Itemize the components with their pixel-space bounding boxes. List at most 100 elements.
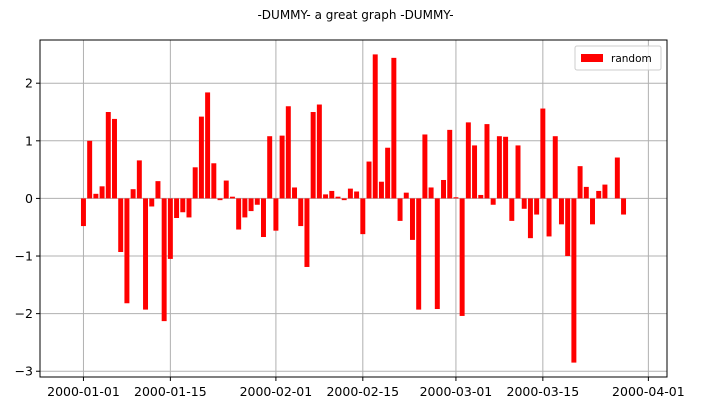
bar [80, 198, 86, 227]
bar [167, 198, 173, 259]
bar [472, 145, 478, 199]
bar [236, 198, 242, 230]
y-tick-label: −3 [15, 364, 33, 379]
bar [192, 167, 198, 199]
bar [621, 198, 627, 215]
bar [546, 198, 552, 237]
bar [403, 192, 409, 199]
bar [149, 198, 155, 207]
bar [366, 161, 372, 199]
bar [161, 198, 167, 322]
x-tick-label: 2000-04-01 [612, 384, 685, 399]
bar [571, 198, 577, 363]
bar [534, 198, 540, 215]
bar [285, 106, 291, 199]
bar [279, 135, 285, 199]
legend: random [574, 45, 662, 71]
bar [453, 197, 459, 199]
x-tick-label: 2000-02-15 [326, 384, 399, 399]
bar [180, 198, 186, 213]
bar [540, 108, 546, 199]
bar [136, 160, 142, 199]
bar [298, 198, 304, 227]
bar [155, 181, 161, 199]
bar [99, 186, 105, 199]
x-tick-label: 2000-02-01 [240, 384, 313, 399]
bar [378, 181, 384, 199]
bar [596, 190, 602, 199]
bar [341, 198, 347, 201]
y-tick-label: −1 [15, 249, 33, 264]
bar [124, 198, 130, 304]
bar [248, 198, 254, 212]
bar [372, 54, 378, 199]
bar [484, 124, 490, 199]
bar [229, 196, 235, 199]
bar [254, 198, 260, 205]
legend-label-random: random [611, 53, 652, 65]
bar [602, 184, 608, 199]
bar [558, 198, 564, 225]
bar [385, 147, 391, 199]
bar [329, 190, 335, 199]
bar [174, 198, 180, 219]
bar [316, 104, 322, 199]
bar [292, 187, 298, 199]
bar [347, 188, 353, 199]
bar [447, 129, 453, 199]
bar [205, 92, 211, 199]
x-tick-label: 2000-03-15 [507, 384, 580, 399]
bar [323, 194, 329, 199]
bar [509, 198, 515, 221]
bar [267, 136, 273, 199]
bar [354, 191, 360, 199]
x-tick-label: 2000-03-01 [420, 384, 493, 399]
bar [565, 198, 571, 257]
bar [93, 193, 99, 199]
bar [391, 57, 397, 199]
y-tick-label: 0 [25, 191, 33, 206]
bar [583, 186, 589, 199]
bar [87, 140, 93, 199]
bar [490, 198, 496, 205]
x-axis: 2000-01-01 2000-01-15 2000-02-01 2000-02-15… [47, 377, 685, 399]
bar [552, 136, 558, 199]
bar [496, 136, 502, 199]
bar [186, 198, 192, 218]
bar [521, 198, 527, 209]
bar [515, 145, 521, 199]
bar [198, 116, 204, 199]
bar [397, 198, 403, 221]
bar [503, 136, 509, 199]
bar [335, 196, 341, 199]
bar [217, 198, 223, 201]
bar [105, 112, 111, 199]
x-tick-label: 2000-01-01 [47, 384, 120, 399]
y-tick-label: 1 [25, 133, 33, 148]
bar [223, 180, 229, 199]
legend-box [574, 45, 662, 71]
y-axis: 2 1 0 −1 −2 −3 [15, 76, 40, 379]
bar [130, 189, 136, 199]
bar [112, 118, 117, 199]
bar [614, 157, 620, 199]
bar [465, 122, 471, 199]
bar [478, 194, 484, 199]
bar [428, 187, 434, 199]
plot-frame [39, 39, 668, 378]
bar [310, 112, 316, 199]
bar [416, 198, 422, 310]
chart-title: -DUMMY- a great graph -DUMMY- [257, 8, 454, 22]
bars [80, 54, 627, 363]
bar [459, 198, 465, 316]
bar [304, 198, 310, 267]
bar [590, 198, 595, 225]
bar [261, 198, 266, 238]
legend-swatch [581, 54, 603, 62]
bar [441, 179, 446, 199]
bar [360, 198, 366, 235]
bar [211, 163, 217, 199]
bar [242, 198, 248, 218]
y-tick-label: −2 [15, 306, 33, 321]
